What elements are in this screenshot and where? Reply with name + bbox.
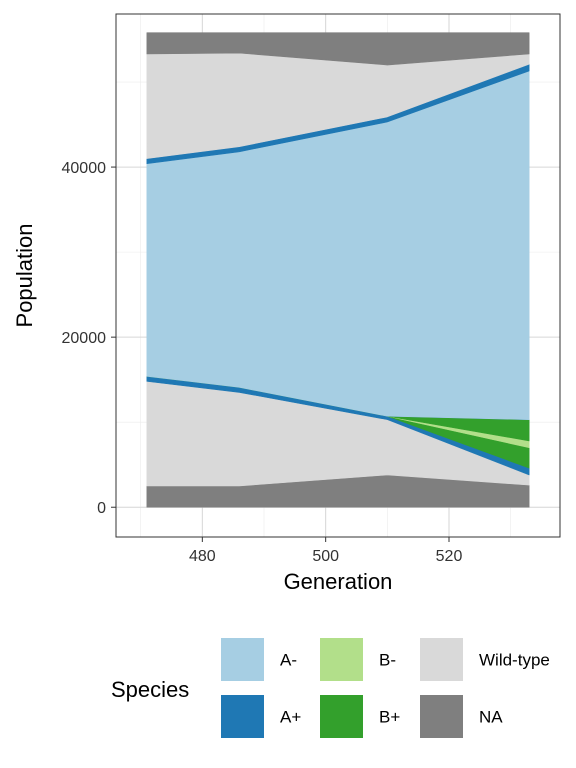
x-tick-label: 520 — [436, 548, 463, 565]
legend-swatch-b- — [320, 695, 363, 738]
x-axis-title: Generation — [284, 569, 393, 594]
y-tick-label: 40000 — [62, 160, 107, 177]
legend-label: NA — [479, 708, 503, 727]
legend-swatch-b- — [320, 638, 363, 681]
legend: Species A- A+ B- B+ Wild-type NA — [111, 638, 550, 738]
stacked-areas — [146, 32, 530, 508]
legend-swatch-wild-type — [420, 638, 463, 681]
y-axis-title: Population — [12, 224, 37, 328]
legend-swatch-a- — [221, 638, 264, 681]
y-tick-label: 20000 — [62, 330, 107, 347]
legend-swatch-na — [420, 695, 463, 738]
y-tick-label: 0 — [97, 500, 106, 517]
legend-label: B+ — [379, 708, 400, 727]
x-tick-label: 480 — [189, 548, 216, 565]
plot-panel-border — [115, 13, 561, 538]
area-layer-na-10 — [146, 32, 530, 66]
x-tick-label: 500 — [312, 548, 339, 565]
legend-label: A- — [280, 651, 297, 670]
legend-label: A+ — [280, 708, 301, 727]
axis-ticks: 480 500 520 0 20000 40000 — [62, 160, 463, 565]
legend-label: B- — [379, 651, 396, 670]
legend-title: Species — [111, 677, 189, 702]
legend-swatch-a- — [221, 695, 264, 738]
legend-label: Wild-type — [479, 651, 550, 670]
